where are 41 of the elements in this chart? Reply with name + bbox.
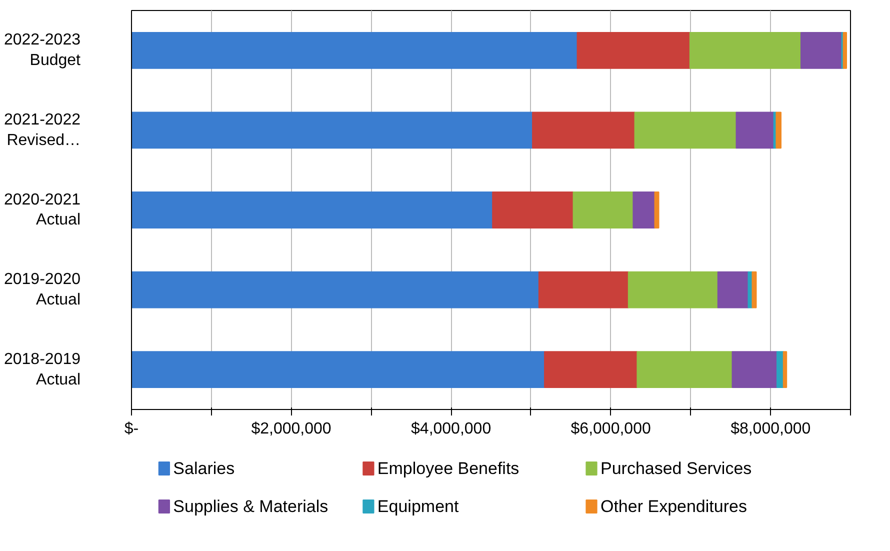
y-tick-label: 2022-2023 Budget bbox=[4, 32, 82, 70]
legend-label: Employee Benefits bbox=[377, 459, 520, 478]
bar bbox=[634, 112, 737, 149]
bar bbox=[576, 32, 690, 69]
y-tick-label: 2018-2019 Actual bbox=[4, 350, 81, 388]
bar bbox=[628, 271, 718, 308]
bar bbox=[532, 112, 636, 149]
bar bbox=[132, 351, 546, 388]
bar bbox=[752, 271, 757, 308]
x-tick-label: $- bbox=[124, 420, 139, 438]
legend-label: Equipment bbox=[377, 497, 459, 516]
bar bbox=[776, 112, 782, 149]
bar bbox=[132, 192, 494, 228]
bar bbox=[732, 351, 778, 388]
legend-label: Other Expenditures bbox=[600, 497, 747, 516]
bar bbox=[132, 32, 578, 69]
bar bbox=[538, 271, 629, 308]
bar bbox=[689, 32, 802, 69]
x-tick-label: $4,000,000 bbox=[411, 420, 492, 438]
bar bbox=[544, 351, 638, 388]
bar bbox=[842, 32, 848, 69]
x-tick-label: $6,000,000 bbox=[570, 420, 651, 438]
bar bbox=[492, 192, 574, 228]
legend-label: Supplies & Materials bbox=[173, 497, 328, 516]
bar bbox=[654, 192, 660, 228]
bar bbox=[132, 271, 540, 308]
bar bbox=[717, 271, 749, 308]
bar bbox=[636, 351, 733, 388]
legend-label: Salaries bbox=[173, 459, 235, 478]
bar bbox=[782, 351, 788, 388]
bar bbox=[572, 192, 634, 228]
bar bbox=[132, 112, 534, 149]
y-tick-label: 2019-2020 Actual bbox=[4, 271, 81, 308]
y-tick-label: 2020-2021 Actual bbox=[4, 191, 81, 229]
bar bbox=[800, 32, 842, 69]
bar bbox=[736, 112, 774, 149]
bar bbox=[632, 192, 656, 228]
x-tick-label: $8,000,000 bbox=[730, 420, 811, 438]
y-tick-label: 2021-2022 Revised… bbox=[4, 112, 81, 149]
legend-label: Purchased Services bbox=[600, 459, 752, 478]
x-tick-label: $2,000,000 bbox=[251, 420, 332, 438]
